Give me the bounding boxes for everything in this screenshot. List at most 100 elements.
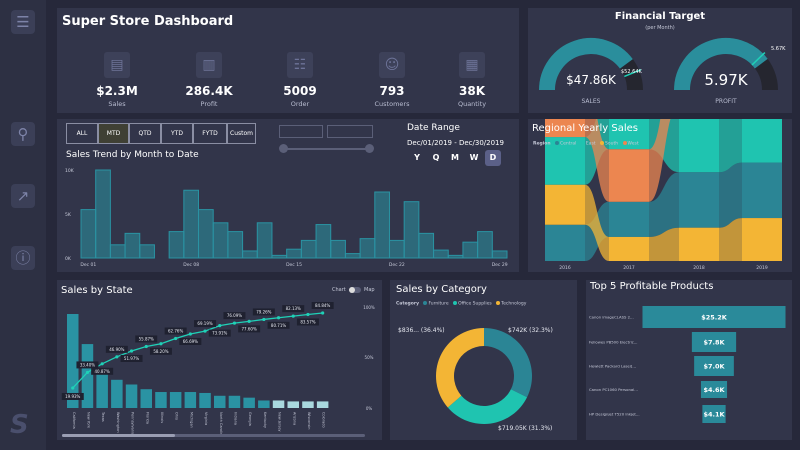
date-slider-end-handle[interactable] xyxy=(365,144,374,153)
date-slider-track[interactable] xyxy=(283,148,369,150)
granularity-button-y[interactable]: Y xyxy=(414,153,420,162)
filter-button-fytd[interactable]: FYTD xyxy=(193,123,227,144)
kpi-profit: ▥ 286.4K Profit xyxy=(174,52,244,108)
x-tick-label: Dec 15 xyxy=(286,262,302,268)
state-bar xyxy=(125,384,138,408)
scrollbar-thumb[interactable] xyxy=(62,434,175,437)
kpi-label: Sales xyxy=(108,100,126,108)
product-name: Hewlett Packard LaserJ... xyxy=(589,364,636,369)
state-label: Pennsylvania xyxy=(131,412,135,435)
x-tick-label: Dec 08 xyxy=(183,262,199,268)
chart-map-toggle[interactable] xyxy=(349,287,361,293)
state-label: Kentucky xyxy=(263,412,267,428)
state-bar xyxy=(272,400,285,408)
legend-item[interactable]: East xyxy=(585,141,596,147)
data-label: 66.69% xyxy=(183,339,198,344)
product-name: Fellowes PB500 Electric... xyxy=(589,340,637,345)
profit-target-label: 5.67K xyxy=(771,46,786,52)
end-date-input[interactable] xyxy=(327,125,373,138)
toggle-knob[interactable] xyxy=(349,287,355,293)
start-date-input[interactable] xyxy=(279,125,323,138)
sales-by-state-chart: California New York Texas Washington Pennsyl… xyxy=(61,302,375,437)
data-label-bg xyxy=(311,302,334,310)
date-slider-start-handle[interactable] xyxy=(279,144,288,153)
state-label: Texas xyxy=(101,411,105,422)
slice-office-supplies xyxy=(447,389,528,424)
bar-central-2018 xyxy=(679,172,719,228)
chart-icon[interactable]: ↗ xyxy=(11,184,35,208)
data-label-bg xyxy=(135,335,158,343)
kpi-value: 793 xyxy=(379,84,405,98)
granularity-button-q[interactable]: Q xyxy=(432,153,440,162)
quantity-icon: ▦ xyxy=(459,52,485,78)
data-label: 55.87% xyxy=(139,336,154,341)
state-bar xyxy=(243,397,255,408)
legend-item[interactable]: Office Supplies xyxy=(458,301,492,307)
state-bar xyxy=(67,314,79,408)
state-label: Georgia xyxy=(248,412,252,426)
sales-target-label: $52.64K xyxy=(621,69,642,75)
filter-button-custom[interactable]: Custom xyxy=(227,123,256,144)
data-label-bg xyxy=(282,305,305,313)
kpi-order: ☷ 5009 Order xyxy=(265,52,335,108)
trend-bar xyxy=(477,231,493,259)
cumulative-line xyxy=(72,312,323,389)
state-label: Florida xyxy=(145,412,149,424)
filter-button-all[interactable]: ALL xyxy=(66,123,98,144)
x-tick-label: Dec 29 xyxy=(492,262,508,268)
legend-item[interactable]: Technology xyxy=(501,301,527,307)
trend-bar xyxy=(462,241,479,259)
cumulative-point xyxy=(306,312,310,317)
data-label: 83.57% xyxy=(300,319,315,324)
sliders-icon[interactable]: ☰ xyxy=(11,10,35,34)
legend-dot-icon xyxy=(423,301,428,305)
trend-bar xyxy=(433,249,449,259)
filter-button-qtd[interactable]: QTD xyxy=(129,123,161,144)
legend-item[interactable]: South xyxy=(605,141,619,147)
financial-title: Financial Target xyxy=(614,11,706,22)
filter-button-mtd[interactable]: MTD xyxy=(98,123,129,144)
date-range-value: Dec/01/2019 - Dec/30/2019 xyxy=(407,139,504,147)
trend-bar xyxy=(388,239,405,259)
y2-tick-label: 100% xyxy=(363,305,375,310)
cumulative-point xyxy=(276,316,281,320)
data-label-bg xyxy=(267,321,290,329)
ribbon-central xyxy=(585,201,609,261)
granularity-button-m[interactable]: M xyxy=(451,153,459,162)
data-label-bg xyxy=(179,337,202,345)
bar-west-2017 xyxy=(609,149,649,202)
map-toggle-label: Map xyxy=(364,287,375,293)
data-label: 40.87% xyxy=(95,369,110,374)
legend-item[interactable]: West xyxy=(627,141,639,147)
cumulative-point xyxy=(247,319,251,323)
filter-button-ytd[interactable]: YTD xyxy=(161,123,193,144)
state-label: New Jersey xyxy=(278,412,282,431)
search-icon[interactable]: ⚲ xyxy=(11,122,35,146)
kpi-label: Quantity xyxy=(457,100,487,108)
ribbon-south xyxy=(649,227,679,261)
cumulative-point xyxy=(232,321,237,325)
bar-south-2018 xyxy=(679,227,719,261)
ribbon-west xyxy=(649,119,671,202)
legend-item[interactable]: Furniture xyxy=(428,301,449,307)
legend-dot-icon xyxy=(580,141,585,145)
data-label: 69.19% xyxy=(197,321,212,326)
product-value: $7.0K xyxy=(703,363,725,371)
horizontal-scrollbar[interactable] xyxy=(62,434,365,437)
bar-central-2017 xyxy=(609,201,649,237)
y-tick-label: 0K xyxy=(65,256,72,262)
data-label: 19.93% xyxy=(65,394,80,399)
data-label: 33.40% xyxy=(80,362,95,367)
y-tick-label: 5K xyxy=(65,212,72,218)
state-bar xyxy=(287,401,299,408)
legend-item[interactable]: Central xyxy=(560,141,577,147)
granularity-button-d[interactable]: D xyxy=(485,150,501,166)
bar-south-2016 xyxy=(545,184,585,225)
data-label-bg xyxy=(91,367,114,375)
cumulative-point xyxy=(100,362,104,366)
granularity-button-w[interactable]: W xyxy=(469,153,479,162)
product-value: $4.6K xyxy=(703,386,725,394)
info-icon[interactable]: ⓘ xyxy=(11,246,35,270)
legend-dot-icon xyxy=(555,141,560,145)
customers-icon: ☺ xyxy=(379,52,405,78)
